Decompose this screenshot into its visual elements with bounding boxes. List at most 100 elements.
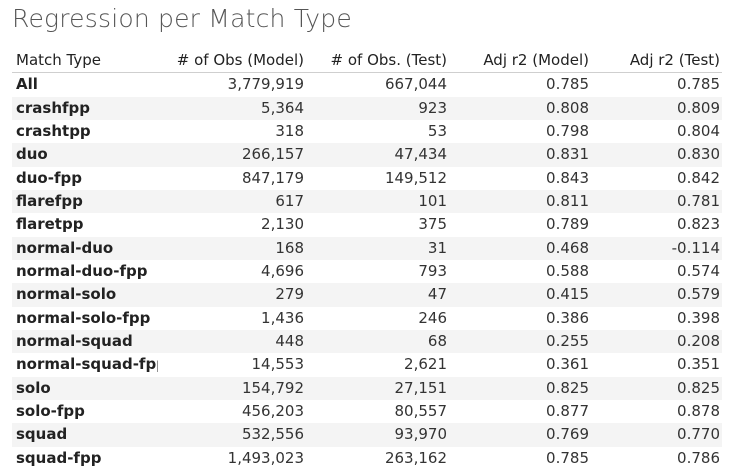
- adj-r2-test-cell: 0.804: [677, 122, 720, 141]
- obs-model-cell: 279: [158, 283, 306, 307]
- table-row: duo-fpp 847,179 149,512 0.843 0.842: [12, 167, 722, 190]
- obs-model-cell: 2,130: [261, 215, 304, 234]
- adj-r2-test-cell: 0.579: [591, 283, 722, 307]
- adj-r2-model-cell: 0.798: [546, 122, 589, 141]
- table-row: normal-duo-fpp 4,696 793 0.588 0.574: [12, 260, 722, 283]
- obs-model-cell: 266,157: [158, 143, 306, 167]
- adj-r2-model-cell: 0.825: [449, 376, 591, 400]
- regression-table: Match Type # of Obs (Model) # of Obs. (T…: [12, 49, 722, 470]
- adj-r2-test-cell: 0.809: [591, 96, 722, 120]
- adj-r2-test-cell: 0.785: [677, 75, 720, 94]
- column-header-obs-model: # of Obs (Model): [158, 49, 306, 74]
- table-row: flarefpp 617 101 0.811 0.781: [12, 189, 722, 214]
- adj-r2-model-cell: 0.468: [449, 236, 591, 260]
- adj-r2-test-cell: 0.825: [591, 376, 722, 400]
- match-type-cell: All: [16, 75, 38, 94]
- obs-model-cell: 448: [158, 329, 306, 354]
- table-row: solo 154,792 27,151 0.825 0.825: [12, 376, 722, 400]
- obs-test-cell: 667,044: [384, 75, 447, 94]
- table-row: normal-squad-fpp 14,553 2,621 0.361 0.351: [12, 353, 722, 376]
- match-type-cell: crashfpp: [12, 96, 158, 120]
- adj-r2-test-cell: 0.208: [591, 329, 722, 354]
- adj-r2-test-cell: 0.823: [677, 215, 720, 234]
- adj-r2-test-cell: 0.770: [591, 423, 722, 447]
- obs-model-cell: 847,179: [241, 168, 304, 187]
- match-type-cell: normal-squad: [12, 329, 158, 354]
- obs-model-cell: 4,696: [261, 262, 304, 281]
- obs-test-cell: 923: [306, 96, 449, 120]
- match-type-cell: flaretpp: [16, 215, 84, 234]
- table-row: squad-fpp 1,493,023 263,162 0.785 0.786: [12, 447, 722, 470]
- adj-r2-test-cell: 0.351: [677, 355, 720, 374]
- obs-test-cell: 2,621: [404, 355, 447, 374]
- obs-model-cell: 3,779,919: [227, 75, 304, 94]
- adj-r2-model-cell: 0.808: [449, 96, 591, 120]
- obs-test-cell: 793: [418, 262, 447, 281]
- match-type-cell: crashtpp: [16, 122, 91, 141]
- table-row: normal-squad 448 68 0.255 0.208: [12, 329, 722, 354]
- obs-model-cell: 318: [275, 122, 304, 141]
- match-type-cell: normal-duo-fpp: [16, 262, 148, 281]
- obs-test-cell: 246: [418, 308, 447, 327]
- match-type-cell: squad-fpp: [16, 448, 102, 467]
- adj-r2-test-cell: 0.786: [677, 448, 720, 467]
- table-row: All 3,779,919 667,044 0.785 0.785: [12, 73, 722, 97]
- table-row: duo 266,157 47,434 0.831 0.830: [12, 143, 722, 167]
- adj-r2-model-cell: 0.255: [449, 329, 591, 354]
- match-type-cell: squad: [12, 423, 158, 447]
- obs-test-cell: 47,434: [306, 143, 449, 167]
- adj-r2-test-cell: 0.781: [591, 189, 722, 214]
- obs-model-cell: 154,792: [158, 376, 306, 400]
- match-type-cell: solo: [12, 376, 158, 400]
- match-type-cell: normal-duo: [12, 236, 158, 260]
- obs-model-cell: 532,556: [158, 423, 306, 447]
- obs-test-cell: 149,512: [384, 168, 447, 187]
- match-type-cell: flarefpp: [12, 189, 158, 214]
- adj-r2-model-cell: 0.386: [546, 308, 589, 327]
- table-row: solo-fpp 456,203 80,557 0.877 0.878: [12, 400, 722, 423]
- match-type-cell: normal-solo: [12, 283, 158, 307]
- adj-r2-test-cell: 0.398: [677, 308, 720, 327]
- obs-model-cell: 617: [158, 189, 306, 214]
- obs-model-cell: 456,203: [241, 402, 304, 421]
- adj-r2-test-cell: 0.878: [677, 402, 720, 421]
- adj-r2-model-cell: 0.789: [546, 215, 589, 234]
- obs-test-cell: 263,162: [384, 448, 447, 467]
- adj-r2-test-cell: 0.842: [677, 168, 720, 187]
- match-type-cell: solo-fpp: [16, 402, 85, 421]
- adj-r2-model-cell: 0.831: [449, 143, 591, 167]
- column-header-obs-test: # of Obs. (Test): [306, 49, 449, 74]
- obs-model-cell: 5,364: [158, 96, 306, 120]
- obs-model-cell: 14,553: [251, 355, 305, 374]
- obs-test-cell: 53: [427, 122, 447, 141]
- table-row: normal-solo 279 47 0.415 0.579: [12, 283, 722, 307]
- adj-r2-model-cell: 0.785: [546, 75, 589, 94]
- adj-r2-model-cell: 0.877: [546, 402, 589, 421]
- obs-model-cell: 1,436: [261, 308, 304, 327]
- table-row: normal-solo-fpp 1,436 246 0.386 0.398: [12, 307, 722, 330]
- obs-test-cell: 80,557: [394, 402, 448, 421]
- obs-test-cell: 375: [418, 215, 447, 234]
- table-row: crashtpp 318 53 0.798 0.804: [12, 120, 722, 143]
- adj-r2-model-cell: 0.361: [546, 355, 589, 374]
- obs-test-cell: 47: [306, 283, 449, 307]
- adj-r2-model-cell: 0.785: [546, 448, 589, 467]
- obs-test-cell: 101: [306, 189, 449, 214]
- match-type-cell: duo-fpp: [16, 168, 82, 187]
- adj-r2-model-cell: 0.769: [449, 423, 591, 447]
- obs-test-cell: 93,970: [306, 423, 449, 447]
- table-row: normal-duo 168 31 0.468 -0.114: [12, 236, 722, 260]
- adj-r2-model-cell: 0.843: [546, 168, 589, 187]
- adj-r2-model-cell: 0.415: [449, 283, 591, 307]
- match-type-cell: duo: [12, 143, 158, 167]
- table-row: flaretpp 2,130 375 0.789 0.823: [12, 213, 722, 236]
- column-header-match-type: Match Type: [12, 49, 158, 74]
- table-body: All 3,779,919 667,044 0.785 0.785 crashfpp 5,3…: [12, 73, 722, 470]
- adj-r2-model-cell: 0.811: [449, 189, 591, 214]
- obs-model-cell: 1,493,023: [227, 448, 304, 467]
- column-header-adj-r2-test: Adj r2 (Test): [591, 49, 722, 74]
- column-header-adj-r2-model: Adj r2 (Model): [449, 49, 591, 74]
- adj-r2-test-cell: 0.830: [591, 143, 722, 167]
- obs-test-cell: 31: [306, 236, 449, 260]
- match-type-cell: normal-squad-fpp: [16, 355, 158, 374]
